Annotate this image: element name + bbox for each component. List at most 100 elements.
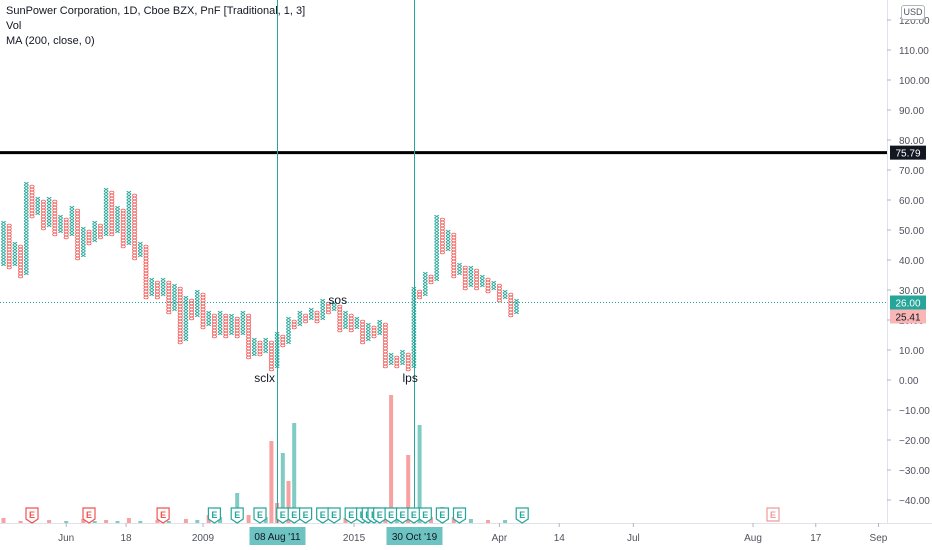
volume-bar <box>468 519 473 523</box>
o-column <box>417 289 423 300</box>
last-price-label: 26.00 <box>895 299 920 310</box>
x-column <box>286 316 291 345</box>
volume-bar <box>183 519 188 523</box>
o-column <box>6 223 12 270</box>
volume-bar <box>280 453 285 523</box>
earnings-icon: E <box>156 507 170 524</box>
earnings-icon: E <box>287 507 301 524</box>
x-column <box>126 190 132 246</box>
volume-bar <box>115 521 120 523</box>
resistance-price-tag <box>890 145 926 160</box>
x-column <box>103 187 109 237</box>
o-column <box>18 244 24 279</box>
y-tick-label: −20.00 <box>899 436 930 447</box>
x-column <box>194 289 200 318</box>
x-tick-label: 2009 <box>192 533 215 544</box>
volume-bar <box>195 520 200 523</box>
y-tick-label: 90.00 <box>899 106 924 117</box>
volume-bar <box>292 423 297 523</box>
o-column <box>303 313 309 324</box>
x-column <box>46 196 52 228</box>
o-column <box>462 265 468 291</box>
o-column <box>325 301 331 315</box>
volume-indicator-label[interactable]: Vol <box>6 20 22 32</box>
annotation-sos: sos <box>328 293 347 307</box>
o-column <box>337 304 343 333</box>
o-column <box>485 277 491 294</box>
svg-text:E: E <box>399 510 405 520</box>
o-column <box>360 319 366 345</box>
x-column <box>331 301 337 312</box>
o-column <box>97 223 103 240</box>
x-column <box>149 277 155 297</box>
earnings-icon: E <box>253 507 267 524</box>
x-column <box>35 196 41 216</box>
last-price-tag <box>890 295 926 310</box>
o-column <box>211 313 217 339</box>
x-column <box>229 313 234 336</box>
moving-average-label[interactable]: MA (200, close, 0) <box>6 35 95 47</box>
annotation-lps: lps <box>403 371 418 385</box>
volume-bar <box>92 521 97 523</box>
x-column <box>263 337 269 354</box>
earnings-icon: E <box>435 507 449 524</box>
x-column <box>160 277 166 297</box>
x-tick-label: Apr <box>492 533 508 544</box>
y-tick-label: 10.00 <box>899 346 924 357</box>
earnings-icon: E <box>25 507 39 524</box>
volume-bar <box>389 395 394 523</box>
x-tick-label: Sep <box>870 533 888 544</box>
y-tick-label: 30.00 <box>899 286 924 297</box>
o-column <box>382 322 388 369</box>
o-column <box>405 352 411 372</box>
x-column <box>297 310 303 327</box>
o-column <box>154 280 160 300</box>
volume-bar <box>81 519 86 523</box>
volume-bar <box>126 518 131 523</box>
symbol-title[interactable]: SunPower Corporation, 1D, Cboe BZX, PnF … <box>6 5 306 17</box>
o-column <box>496 283 502 303</box>
volume-bar <box>138 521 143 523</box>
x-column <box>445 229 451 252</box>
x-column <box>400 349 405 366</box>
x-tick-label: Jul <box>627 533 640 544</box>
x-column <box>434 214 440 282</box>
x-column <box>240 310 246 336</box>
x-column <box>354 316 360 330</box>
svg-text:E: E <box>388 510 394 520</box>
y-tick-label: 0.00 <box>899 376 919 387</box>
volume-bar <box>246 515 251 523</box>
crosshair-time-label: 30 Oct '19 <box>392 532 438 543</box>
svg-text:E: E <box>234 510 240 520</box>
x-column <box>377 319 383 336</box>
o-column <box>189 298 195 321</box>
x-column <box>468 265 474 288</box>
x-column <box>502 289 508 300</box>
volume-bar <box>451 517 456 523</box>
earnings-icon: E <box>418 507 432 524</box>
y-tick-label: 70.00 <box>899 166 924 177</box>
x-column <box>491 280 497 291</box>
earnings-icon: E <box>515 507 529 524</box>
svg-text:E: E <box>280 510 286 520</box>
earnings-icon: E <box>276 507 290 524</box>
x-column <box>217 310 223 336</box>
svg-text:E: E <box>320 510 326 520</box>
earnings-icon: E <box>766 507 780 522</box>
o-column <box>371 325 377 339</box>
currency-badge[interactable]: USD <box>901 5 925 20</box>
volume-bar <box>503 520 508 523</box>
y-tick-label: 50.00 <box>899 226 924 237</box>
o-column <box>246 313 252 360</box>
earnings-icon: E <box>316 507 330 524</box>
svg-text:E: E <box>411 510 417 520</box>
volume-bar <box>486 520 490 523</box>
o-column <box>75 208 81 261</box>
svg-text:E: E <box>331 510 337 520</box>
y-tick-label: 100.00 <box>899 76 930 87</box>
x-column <box>206 310 212 327</box>
x-column <box>411 286 417 369</box>
o-column <box>29 184 35 219</box>
volume-bar <box>64 521 69 523</box>
